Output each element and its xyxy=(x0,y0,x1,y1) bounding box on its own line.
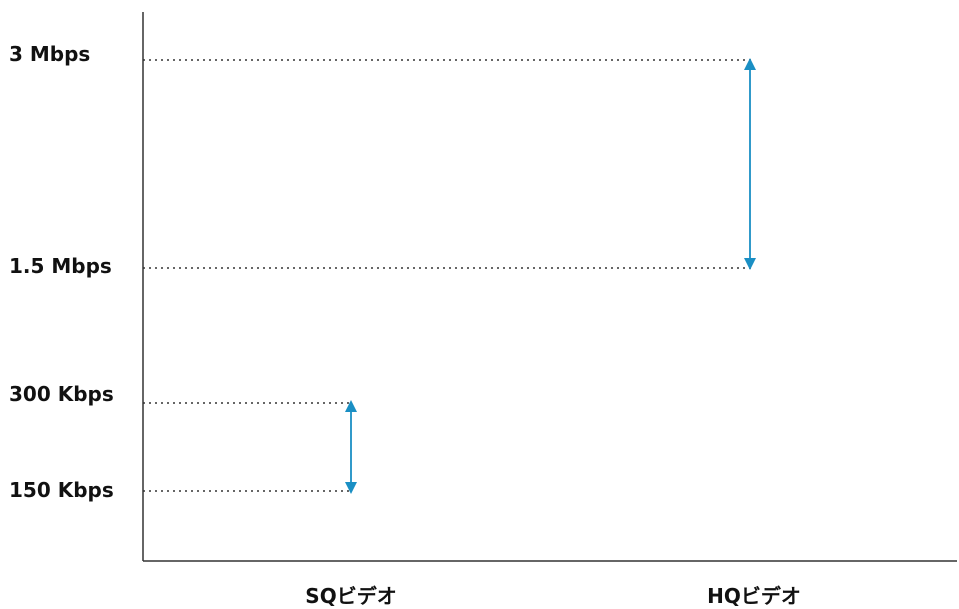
category-label-sq-video: SQビデオ xyxy=(305,584,396,608)
tick-label-300kbps: 300 Kbps xyxy=(9,382,114,406)
tick-label-1-5mbps: 1.5 Mbps xyxy=(9,254,112,278)
tick-label-3mbps: 3 Mbps xyxy=(9,42,90,66)
tick-label-150kbps: 150 Kbps xyxy=(9,478,114,502)
category-label-hq-video: HQビデオ xyxy=(707,584,801,608)
